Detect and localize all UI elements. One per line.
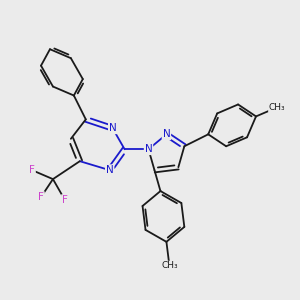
Text: CH₃: CH₃ (268, 103, 285, 112)
Text: F: F (38, 192, 44, 202)
Text: N: N (163, 129, 170, 139)
Text: F: F (29, 165, 35, 175)
Text: CH₃: CH₃ (161, 261, 178, 270)
Text: N: N (109, 123, 116, 134)
Text: N: N (145, 144, 152, 154)
Text: N: N (106, 165, 114, 175)
Text: F: F (62, 195, 68, 205)
